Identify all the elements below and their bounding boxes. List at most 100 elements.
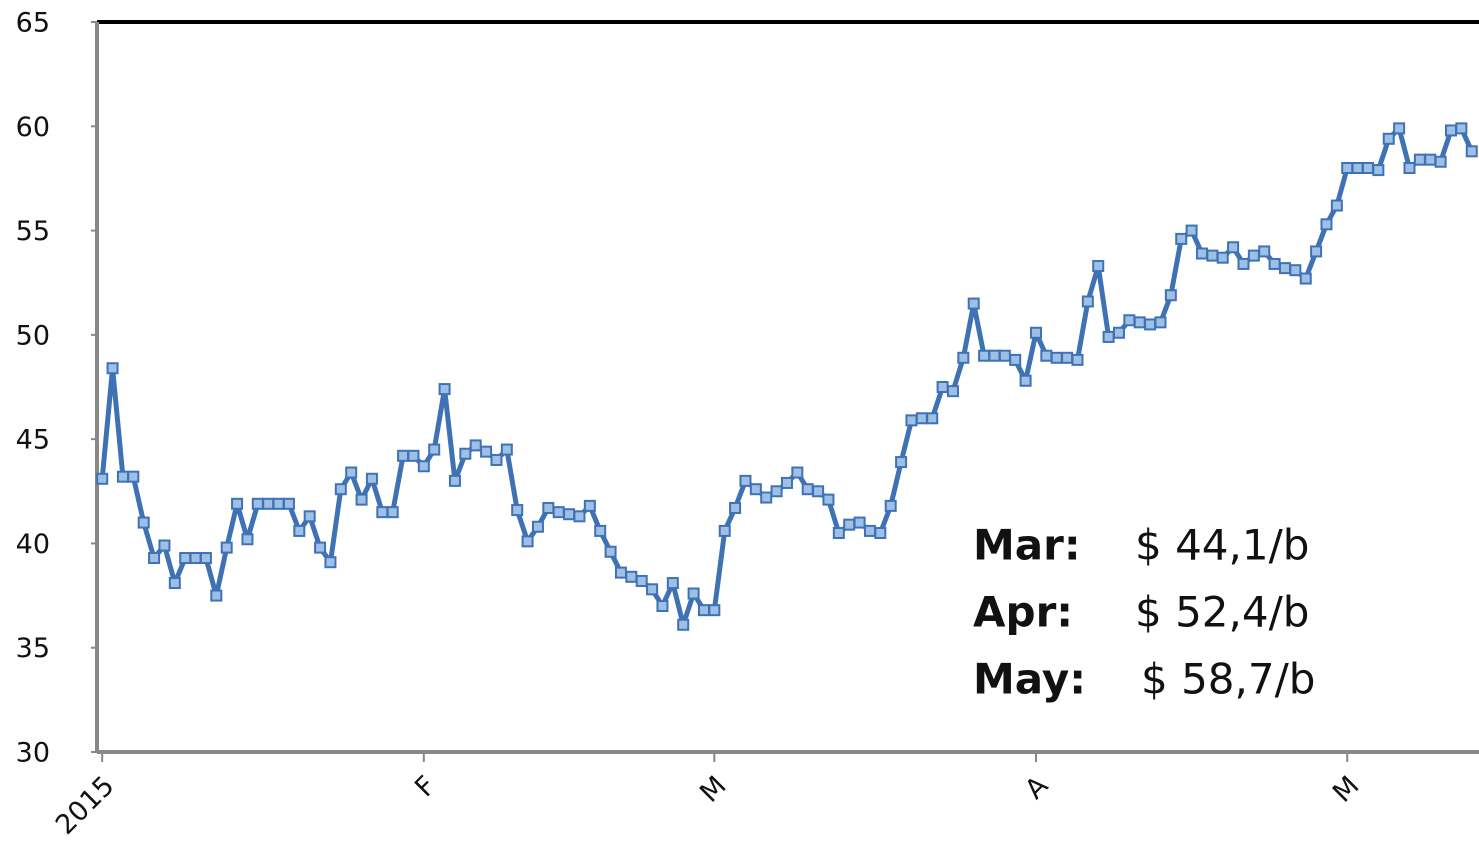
point-marker [822,493,835,506]
point-marker [646,583,659,596]
y-tick-label: 55 [16,216,50,247]
point-marker [791,466,804,479]
point-marker [241,533,254,546]
point-marker [448,474,461,487]
annotation-label: Mar: [973,521,1081,570]
point-marker [116,470,129,483]
point-marker [1465,145,1478,158]
point-marker [552,506,565,519]
point-marker [334,483,347,496]
point-marker [863,524,876,537]
point-marker [272,497,285,510]
point-marker [1299,272,1312,285]
point-marker [210,589,223,602]
point-marker [1258,245,1271,258]
point-marker [127,470,140,483]
point-marker [1112,326,1125,339]
point-marker [1102,330,1115,343]
point-marker [1206,249,1219,262]
point-marker [189,552,202,565]
point-marker [697,604,710,617]
annotation-text: $ 44,1/b [1135,521,1309,570]
point-marker [1413,153,1426,166]
point-marker [407,449,420,462]
point-marker [604,545,617,558]
point-marker [677,618,690,631]
point-marker [1144,318,1157,331]
point-marker [1029,326,1042,339]
point-marker [812,485,825,498]
point-marker [179,552,192,565]
point-marker [895,456,908,469]
point-marker [1351,162,1364,174]
point-marker [1455,122,1468,135]
point-marker [1361,162,1374,174]
point-marker [158,539,171,552]
point-marker [1164,289,1177,302]
point-marker [531,520,544,533]
point-marker [1061,351,1074,364]
point-marker [148,552,161,565]
y-tick-label: 30 [16,738,50,769]
point-marker [428,443,441,456]
point-marker [1133,316,1146,329]
point-marker [96,472,109,485]
point-marker [355,493,368,506]
point-marker [1444,124,1457,137]
point-marker [1289,264,1302,277]
point-marker [1403,162,1416,174]
point-marker [780,476,793,489]
annotation-label: Apr: [973,588,1073,637]
point-marker [915,412,928,425]
point-marker [262,497,275,510]
point-marker [1019,374,1032,387]
point-marker [978,349,991,362]
point-marker [459,447,472,460]
point-marker [1320,218,1333,231]
point-marker [874,527,887,539]
point-marker [656,600,669,612]
point-marker [926,412,939,425]
point-marker [905,414,918,427]
point-marker [542,501,555,514]
point-marker [666,577,679,590]
point-marker [1268,257,1281,270]
point-marker [1382,132,1395,145]
point-marker [314,541,327,554]
point-marker [324,556,337,569]
point-marker [1372,164,1385,177]
point-marker [957,351,970,364]
point-marker [106,362,119,375]
point-marker [1195,247,1208,260]
point-marker [843,518,856,531]
point-marker [583,499,596,512]
point-marker [1009,353,1022,366]
point-marker [988,349,1001,362]
point-marker [1123,314,1136,327]
point-marker [1071,353,1084,366]
point-marker [500,443,513,456]
annotation-label: May: [973,655,1086,704]
point-marker [936,381,949,393]
point-marker [1424,153,1437,166]
x-tick-label: 2015 [50,770,121,841]
point-marker [137,516,150,529]
point-marker [490,454,503,466]
point-marker [1393,122,1406,135]
point-marker [1278,262,1291,275]
x-tick-label: F [409,770,442,803]
annotation-text: $ 52,4/b [1135,588,1309,637]
point-marker [760,491,773,504]
point-marker [884,499,897,512]
point-marker [168,577,181,590]
point-marker [770,485,783,498]
point-marker [729,501,742,514]
y-tick-label: 45 [16,425,50,456]
point-marker [1050,351,1063,364]
point-marker [946,385,959,398]
point-marker [1310,245,1323,258]
point-marker [1154,316,1167,329]
point-marker [1227,241,1240,254]
point-marker [469,439,482,452]
point-marker [397,449,410,462]
